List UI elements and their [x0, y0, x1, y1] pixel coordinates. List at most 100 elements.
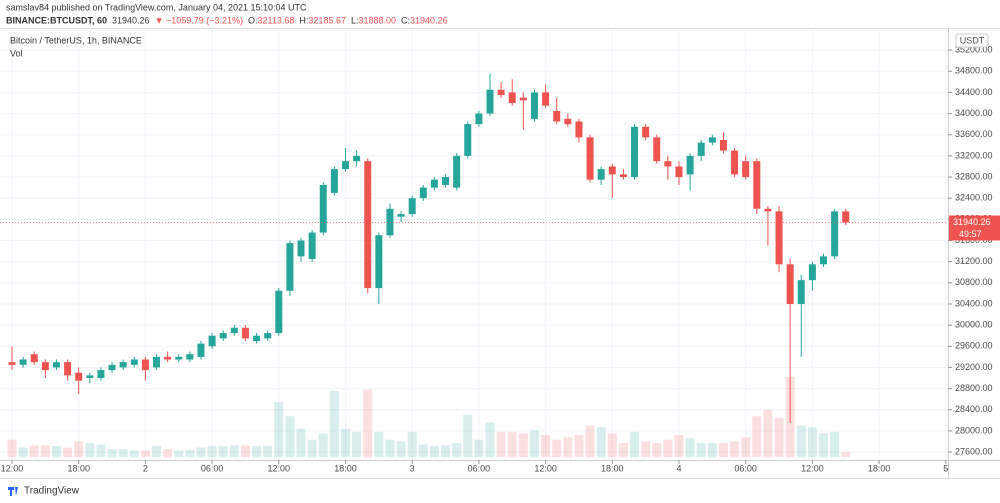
candle-body [286, 243, 294, 291]
chart-title: Bitcoin / TetherUS, 1h, BINANCE [10, 35, 142, 45]
volume-bar [329, 391, 339, 457]
volume-bar [185, 449, 195, 457]
x-tick-label: 18:00 [868, 463, 891, 473]
candle-body [464, 124, 472, 156]
x-tick-label: 18:00 [67, 463, 90, 473]
candle-body [664, 161, 672, 167]
y-tick-label: 33600.00 [955, 129, 993, 139]
candle-body [642, 126, 650, 138]
x-tick-label: 06:00 [468, 463, 491, 473]
volume-bar [7, 439, 17, 457]
volume-bar [552, 439, 562, 457]
brand: TradingView [24, 486, 80, 497]
candle-body [230, 327, 238, 334]
ohlc-value: 32185.67 [308, 15, 346, 25]
logo: TradingView [8, 486, 80, 497]
candle-body [375, 235, 383, 289]
volume-bar [652, 442, 662, 457]
candle-body [175, 356, 183, 360]
volume-bar [296, 428, 306, 457]
volume-bar [563, 437, 573, 457]
y-tick-label: 31200.00 [955, 256, 993, 266]
candle-body [141, 359, 149, 371]
candle-body [542, 92, 550, 106]
volume-bar [796, 425, 806, 457]
volume-bar [40, 445, 50, 457]
volume-bar [51, 446, 61, 457]
volume-bar [474, 439, 484, 457]
candle-body [764, 208, 772, 212]
candle-body [397, 214, 405, 217]
candle-body [586, 137, 594, 180]
volume-bar [452, 442, 462, 457]
candle-body [742, 161, 750, 178]
candle-body [842, 211, 850, 223]
candles [8, 73, 850, 423]
candle-body [719, 140, 727, 151]
candle-body [319, 184, 327, 233]
y-tick-label: 32800.00 [955, 171, 993, 181]
volume-bar [107, 449, 117, 457]
candle-body [753, 161, 761, 209]
x-tick-label: 18:00 [601, 463, 624, 473]
candle-body [241, 327, 249, 339]
volume-bar [618, 442, 628, 457]
volume-bar [574, 435, 584, 457]
candle-body [41, 362, 49, 371]
volume-bar [696, 442, 706, 457]
candle-body [219, 333, 227, 339]
x-tick-label: 12:00 [534, 463, 557, 473]
volume-bar [663, 439, 673, 457]
candle-body [486, 89, 494, 114]
candle-body [631, 126, 639, 178]
candle-body [597, 169, 605, 180]
volume-bar [707, 442, 717, 457]
volume-bar [307, 439, 317, 457]
currency-box[interactable] [955, 33, 989, 48]
volume-bar [96, 444, 106, 457]
volume-bar [441, 445, 451, 457]
candle-body [697, 142, 705, 156]
ohlc-key: O: [248, 15, 258, 25]
ohlc-key: C: [401, 15, 410, 25]
candle-body [364, 161, 372, 289]
candle-body [797, 280, 805, 304]
candle-body [675, 166, 683, 178]
volume-bar [807, 427, 817, 457]
volume-bar [340, 428, 350, 457]
candle-body [619, 174, 627, 178]
volume-bar [263, 446, 273, 457]
x-tick-label: 2 [143, 463, 148, 473]
volume-bar [763, 409, 773, 457]
candle-body [75, 372, 83, 381]
volume-bar [285, 416, 295, 457]
volume-bar [274, 402, 284, 457]
volume-bar [841, 452, 851, 457]
candle-body [52, 362, 60, 368]
volume-bar [541, 435, 551, 457]
candle-body [497, 89, 505, 96]
volume-bar [730, 441, 740, 457]
volume-bar [352, 431, 362, 457]
volume-bar [363, 389, 373, 457]
ohlc-key: L: [351, 15, 359, 25]
candle-body [330, 169, 338, 193]
candle-body [108, 364, 116, 371]
volume-bar [418, 444, 428, 457]
header: samslav84 published on TradingView.com, … [6, 2, 448, 25]
candle-body [264, 333, 272, 339]
candle-body [831, 211, 839, 257]
y-tick-label: 29200.00 [955, 362, 993, 372]
candle-body [253, 335, 261, 341]
candle-body [19, 359, 27, 365]
candle-body [430, 179, 438, 188]
y-tick-label: 34000.00 [955, 108, 993, 118]
candle-body [686, 155, 694, 175]
candle-body [519, 97, 527, 101]
volume-bar [85, 442, 95, 457]
candle-body [508, 92, 516, 103]
volume-bar [240, 445, 250, 457]
volume-bar [818, 433, 828, 457]
last-price: 31940.26 [112, 15, 150, 25]
change: ▼ −1059.79 (−3.21%) [155, 15, 243, 25]
